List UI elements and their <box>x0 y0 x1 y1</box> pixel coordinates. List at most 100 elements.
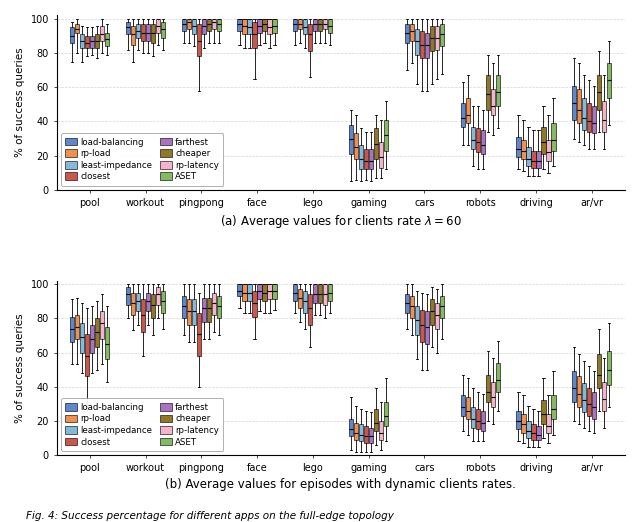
PathPatch shape <box>328 284 332 301</box>
PathPatch shape <box>536 426 541 440</box>
PathPatch shape <box>490 89 495 115</box>
PathPatch shape <box>349 125 353 154</box>
PathPatch shape <box>495 75 500 106</box>
PathPatch shape <box>318 19 323 31</box>
PathPatch shape <box>495 363 500 392</box>
PathPatch shape <box>216 19 221 31</box>
PathPatch shape <box>440 24 444 46</box>
PathPatch shape <box>156 19 160 32</box>
PathPatch shape <box>243 284 246 301</box>
PathPatch shape <box>461 395 465 416</box>
PathPatch shape <box>247 19 252 34</box>
PathPatch shape <box>243 19 246 34</box>
Y-axis label: % of success queries: % of success queries <box>15 48 25 158</box>
PathPatch shape <box>247 284 252 301</box>
PathPatch shape <box>161 22 165 38</box>
PathPatch shape <box>207 298 211 322</box>
Text: Fig. 4: Success percentage for different apps on the full-edge topology: Fig. 4: Success percentage for different… <box>26 512 394 521</box>
PathPatch shape <box>354 134 358 159</box>
PathPatch shape <box>105 327 109 359</box>
PathPatch shape <box>136 293 140 312</box>
PathPatch shape <box>303 291 307 313</box>
PathPatch shape <box>481 411 485 431</box>
PathPatch shape <box>572 86 577 120</box>
PathPatch shape <box>80 34 84 48</box>
PathPatch shape <box>237 19 242 31</box>
PathPatch shape <box>435 303 439 328</box>
PathPatch shape <box>207 19 211 31</box>
PathPatch shape <box>268 19 272 34</box>
PathPatch shape <box>131 293 135 315</box>
PathPatch shape <box>161 291 165 313</box>
PathPatch shape <box>425 32 429 58</box>
PathPatch shape <box>531 150 536 168</box>
PathPatch shape <box>410 24 414 41</box>
PathPatch shape <box>592 106 596 134</box>
PathPatch shape <box>516 411 520 430</box>
PathPatch shape <box>384 120 388 150</box>
PathPatch shape <box>587 103 591 132</box>
PathPatch shape <box>476 409 480 430</box>
PathPatch shape <box>384 402 388 426</box>
PathPatch shape <box>490 382 495 407</box>
PathPatch shape <box>216 296 221 318</box>
PathPatch shape <box>374 409 378 431</box>
PathPatch shape <box>313 284 317 303</box>
PathPatch shape <box>273 284 276 300</box>
PathPatch shape <box>85 36 90 48</box>
PathPatch shape <box>95 34 99 48</box>
PathPatch shape <box>318 284 323 303</box>
PathPatch shape <box>354 423 358 440</box>
PathPatch shape <box>551 123 556 150</box>
PathPatch shape <box>151 24 155 43</box>
PathPatch shape <box>597 354 602 388</box>
PathPatch shape <box>415 29 419 55</box>
PathPatch shape <box>420 31 424 58</box>
PathPatch shape <box>100 26 104 41</box>
PathPatch shape <box>522 140 525 159</box>
PathPatch shape <box>125 288 130 305</box>
PathPatch shape <box>186 19 191 29</box>
PathPatch shape <box>404 294 409 313</box>
PathPatch shape <box>597 75 602 110</box>
PathPatch shape <box>547 140 550 161</box>
PathPatch shape <box>359 146 364 169</box>
PathPatch shape <box>293 19 298 31</box>
PathPatch shape <box>541 127 546 154</box>
PathPatch shape <box>323 19 328 29</box>
X-axis label: (a) Average values for clients rate $\lambda = 60$: (a) Average values for clients rate $\la… <box>220 213 461 230</box>
PathPatch shape <box>587 388 591 416</box>
PathPatch shape <box>577 89 581 123</box>
PathPatch shape <box>100 312 104 339</box>
PathPatch shape <box>268 284 272 300</box>
PathPatch shape <box>202 298 206 322</box>
PathPatch shape <box>415 306 419 336</box>
PathPatch shape <box>308 294 312 325</box>
PathPatch shape <box>252 291 257 316</box>
PathPatch shape <box>313 19 317 31</box>
PathPatch shape <box>308 24 312 51</box>
PathPatch shape <box>429 300 434 325</box>
PathPatch shape <box>516 137 520 158</box>
PathPatch shape <box>536 150 541 168</box>
PathPatch shape <box>151 294 155 318</box>
Legend: load-balancing, rp-load, least-impedance, closest, farthest, cheaper, rp-latency: load-balancing, rp-load, least-impedance… <box>61 398 223 451</box>
PathPatch shape <box>577 376 581 407</box>
PathPatch shape <box>191 19 196 34</box>
PathPatch shape <box>80 324 84 352</box>
PathPatch shape <box>364 149 368 169</box>
PathPatch shape <box>602 382 607 411</box>
PathPatch shape <box>146 24 150 41</box>
PathPatch shape <box>141 300 145 332</box>
Y-axis label: % of success queries: % of success queries <box>15 313 25 423</box>
PathPatch shape <box>146 293 150 312</box>
PathPatch shape <box>602 101 607 132</box>
PathPatch shape <box>182 296 186 318</box>
PathPatch shape <box>359 424 364 442</box>
PathPatch shape <box>551 395 556 419</box>
PathPatch shape <box>547 414 550 433</box>
PathPatch shape <box>196 24 201 56</box>
PathPatch shape <box>196 313 201 356</box>
PathPatch shape <box>420 310 424 342</box>
PathPatch shape <box>470 407 475 428</box>
